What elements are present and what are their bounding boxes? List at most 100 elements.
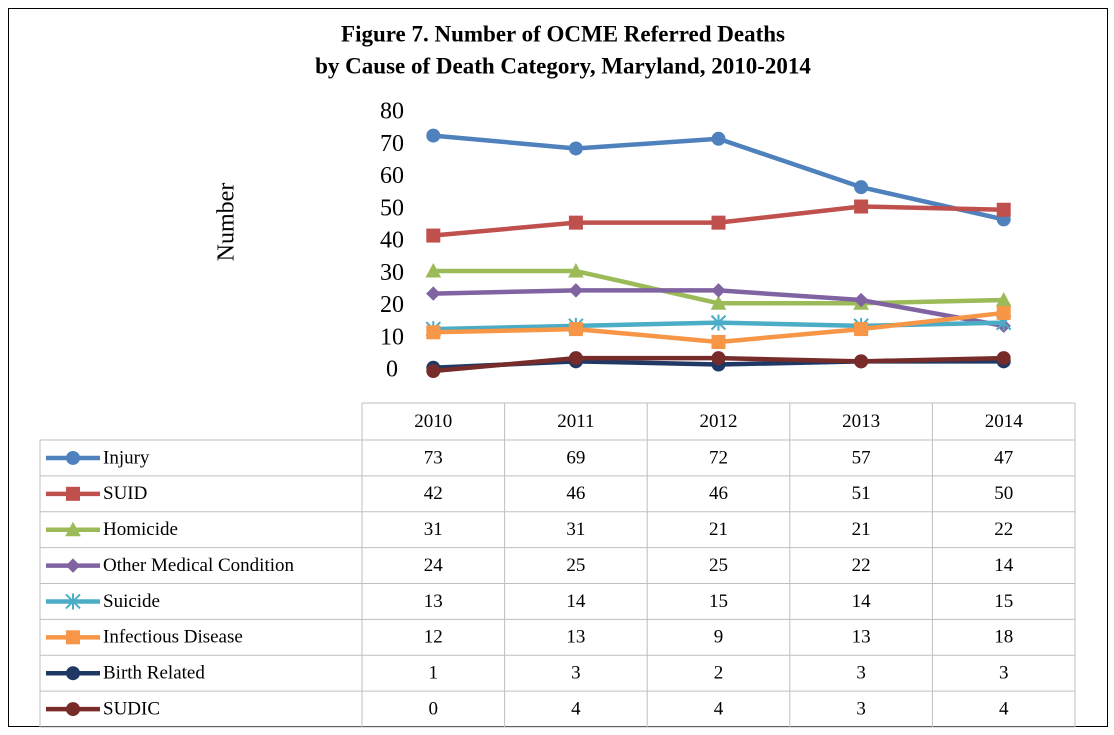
- table-value: 21: [852, 519, 871, 540]
- table-value: 31: [424, 519, 443, 540]
- legend-marker: [66, 450, 80, 465]
- table-value: 1: [429, 663, 439, 684]
- marker: [426, 228, 441, 243]
- chart-subtitle: by Cause of Death Category, Maryland, 20…: [315, 53, 811, 78]
- marker: [853, 292, 869, 308]
- table-value: 15: [994, 591, 1013, 612]
- legend-marker: [66, 702, 80, 717]
- x-tick-label: 2012: [700, 411, 738, 432]
- legend-label: SUDIC: [103, 698, 160, 719]
- table-value: 14: [994, 555, 1014, 576]
- table-value: 4: [714, 698, 724, 719]
- table-value: 73: [424, 447, 443, 468]
- table-value: 42: [424, 483, 443, 504]
- table-value: 46: [566, 483, 585, 504]
- table-value: 69: [566, 447, 585, 468]
- x-tick-label: 2010: [414, 411, 452, 432]
- table-value: 72: [709, 447, 728, 468]
- x-tick-label: 2011: [557, 411, 594, 432]
- legend-marker: [66, 630, 80, 645]
- table-value: 13: [566, 627, 585, 648]
- legend-label: Homicide: [103, 519, 178, 540]
- marker: [568, 215, 583, 230]
- marker: [568, 141, 583, 156]
- table-value: 13: [852, 627, 871, 648]
- y-axis-title: Number: [214, 183, 240, 262]
- marker: [711, 334, 726, 349]
- marker: [568, 283, 584, 298]
- marker: [854, 180, 869, 195]
- x-tick-label: 2014: [985, 411, 1024, 432]
- table-value: 9: [714, 627, 724, 648]
- marker: [711, 131, 726, 146]
- y-tick-label: 40: [380, 228, 404, 254]
- table-value: 18: [994, 627, 1013, 648]
- legend-marker: [65, 593, 81, 610]
- marker: [568, 262, 584, 278]
- table-value: 12: [424, 627, 443, 648]
- y-tick-label: 0: [386, 357, 398, 383]
- y-tick-label: 20: [380, 292, 404, 318]
- marker: [710, 295, 727, 310]
- marker: [426, 364, 441, 378]
- y-tick-label: 60: [380, 163, 404, 189]
- y-tick-label: 10: [380, 324, 404, 350]
- marker: [711, 283, 726, 298]
- marker: [426, 286, 441, 301]
- legend-label: Injury: [103, 447, 150, 468]
- marker: [996, 351, 1011, 366]
- marker: [996, 202, 1011, 217]
- table-value: 3: [999, 663, 1009, 684]
- table-value: 46: [709, 483, 728, 504]
- table-value: 3: [571, 663, 581, 684]
- table-value: 13: [424, 591, 443, 612]
- legend-marker: [65, 521, 81, 537]
- legend-label: Other Medical Condition: [103, 555, 295, 576]
- marker: [426, 325, 441, 340]
- table-value: 0: [429, 698, 439, 719]
- legend-label: Suicide: [103, 591, 160, 612]
- legend-marker: [66, 666, 80, 681]
- y-tick-label: 70: [380, 131, 404, 157]
- table-value: 51: [852, 483, 871, 504]
- table-value: 4: [571, 698, 581, 719]
- table-value: 22: [994, 519, 1013, 540]
- marker: [854, 199, 869, 214]
- table-value: 15: [709, 591, 728, 612]
- chart-title: Figure 7. Number of OCME Referred Deaths: [341, 21, 785, 46]
- marker: [711, 351, 726, 366]
- table-value: 14: [852, 591, 872, 612]
- legend-label: SUID: [103, 483, 147, 504]
- y-tick-label: 50: [380, 195, 404, 221]
- table-value: 21: [709, 519, 728, 540]
- table-value: 31: [566, 519, 585, 540]
- marker: [854, 354, 869, 369]
- table-value: 22: [852, 555, 871, 576]
- table-value: 3: [856, 698, 866, 719]
- table-value: 14: [566, 591, 586, 612]
- marker: [711, 215, 726, 230]
- marker: [710, 314, 727, 331]
- legend-label: Birth Related: [103, 663, 205, 684]
- marker: [425, 262, 442, 278]
- y-tick-label: 30: [380, 260, 404, 286]
- y-tick-label: 80: [380, 99, 404, 125]
- legend-marker: [65, 558, 81, 573]
- table-value: 4: [999, 698, 1009, 719]
- table-value: 24: [424, 555, 444, 576]
- frame: [8, 8, 1108, 727]
- legend-label: Infectious Disease: [103, 627, 243, 648]
- x-tick-label: 2013: [842, 411, 880, 432]
- table-value: 50: [994, 483, 1013, 504]
- marker: [426, 128, 441, 143]
- marker: [854, 322, 869, 337]
- table-value: 25: [709, 555, 728, 576]
- marker: [568, 351, 583, 366]
- table-value: 25: [566, 555, 585, 576]
- legend-marker: [66, 486, 80, 501]
- marker: [996, 305, 1011, 320]
- table-value: 47: [994, 447, 1013, 468]
- table-value: 2: [714, 663, 724, 684]
- table-value: 57: [852, 447, 871, 468]
